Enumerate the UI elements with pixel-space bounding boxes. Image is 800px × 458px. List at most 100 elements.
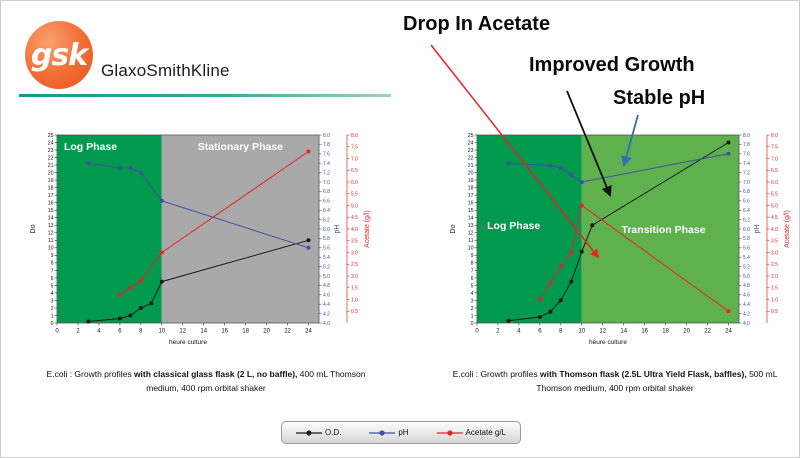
svg-text:14: 14	[468, 216, 474, 222]
svg-text:7.4: 7.4	[323, 161, 330, 167]
svg-text:10: 10	[468, 246, 474, 252]
caption-bold: with Thomson flask (2.5L Ultra Yield Fla…	[539, 369, 747, 379]
svg-text:3.5: 3.5	[351, 239, 358, 245]
svg-text:5.6: 5.6	[743, 246, 750, 252]
svg-text:9: 9	[471, 253, 474, 259]
svg-text:22: 22	[48, 155, 54, 161]
svg-text:24: 24	[725, 329, 732, 335]
svg-text:16: 16	[468, 201, 474, 207]
svg-text:18: 18	[48, 186, 54, 192]
svg-text:7.5: 7.5	[351, 145, 358, 151]
svg-text:23: 23	[468, 148, 474, 154]
svg-text:8: 8	[559, 329, 563, 335]
caption-thomson-flask: E.coli : Growth profiles with Thomson fl…	[443, 367, 787, 395]
caption-prefix: E.coli : Growth profiles	[452, 369, 540, 379]
brand-name: GlaxoSmithKline	[101, 61, 230, 80]
svg-text:22: 22	[284, 329, 291, 335]
svg-text:7.6: 7.6	[323, 152, 330, 158]
svg-text:8: 8	[51, 261, 54, 267]
svg-text:4.2: 4.2	[743, 311, 750, 317]
svg-text:1.5: 1.5	[351, 286, 358, 292]
svg-text:0: 0	[471, 321, 474, 327]
svg-text:5.5: 5.5	[351, 192, 358, 198]
phase-region	[161, 135, 319, 323]
svg-text:6.4: 6.4	[323, 208, 330, 214]
svg-text:5: 5	[471, 283, 474, 289]
svg-text:4.0: 4.0	[743, 321, 750, 327]
svg-text:25: 25	[48, 133, 54, 139]
svg-text:7.5: 7.5	[771, 145, 778, 151]
caption-prefix: E.coli : Growth profiles	[46, 369, 134, 379]
svg-text:7.6: 7.6	[743, 152, 750, 158]
svg-text:12: 12	[48, 231, 54, 237]
svg-text:6.0: 6.0	[351, 180, 358, 186]
svg-text:8.0: 8.0	[323, 133, 330, 139]
svg-text:7.4: 7.4	[743, 161, 750, 167]
svg-text:24: 24	[305, 329, 312, 335]
svg-text:6: 6	[538, 329, 542, 335]
svg-text:4.0: 4.0	[323, 321, 330, 327]
svg-text:8.0: 8.0	[743, 133, 750, 139]
svg-text:6.0: 6.0	[323, 227, 330, 233]
svg-text:4.5: 4.5	[351, 215, 358, 221]
svg-text:15: 15	[468, 208, 474, 214]
svg-text:20: 20	[683, 329, 690, 335]
svg-text:3: 3	[471, 298, 474, 304]
svg-text:6: 6	[471, 276, 474, 282]
phase-region	[57, 135, 162, 323]
phase-label: Transition Phase	[622, 224, 706, 236]
svg-text:1.0: 1.0	[771, 297, 778, 303]
svg-text:2.5: 2.5	[351, 262, 358, 268]
svg-text:2.5: 2.5	[771, 262, 778, 268]
svg-text:15: 15	[48, 208, 54, 214]
legend-marker-icon	[436, 429, 463, 436]
od-axis-label: Do	[450, 224, 457, 233]
svg-text:4.8: 4.8	[743, 283, 750, 289]
svg-text:18: 18	[242, 329, 249, 335]
svg-text:2.0: 2.0	[771, 274, 778, 280]
svg-text:19: 19	[48, 178, 54, 184]
x-axis-label: heure culture	[169, 339, 207, 346]
svg-text:5.6: 5.6	[323, 246, 330, 252]
svg-text:5.0: 5.0	[771, 203, 778, 209]
svg-text:13: 13	[468, 223, 474, 229]
svg-text:16: 16	[641, 329, 648, 335]
svg-text:19: 19	[468, 178, 474, 184]
svg-text:6.4: 6.4	[743, 208, 750, 214]
svg-text:6: 6	[118, 329, 122, 335]
caption-suffix: 400 mL Thomson medium, 400 rpm orbital s…	[146, 369, 366, 394]
growth-chart-thomson-flask: Log Phase Transition Phase012345678910111…	[450, 133, 791, 346]
svg-text:7: 7	[51, 268, 54, 274]
phase-label: Log Phase	[487, 220, 540, 232]
svg-text:1: 1	[51, 313, 54, 319]
svg-text:4.4: 4.4	[323, 302, 330, 308]
svg-text:5.4: 5.4	[323, 255, 330, 261]
svg-text:8: 8	[139, 329, 143, 335]
svg-text:5.2: 5.2	[743, 264, 750, 270]
svg-text:4.6: 4.6	[323, 293, 330, 299]
svg-text:10: 10	[48, 246, 54, 252]
legend-item: pH	[369, 428, 409, 437]
svg-text:3.5: 3.5	[771, 239, 778, 245]
svg-text:5.5: 5.5	[771, 192, 778, 198]
svg-text:6.5: 6.5	[351, 168, 358, 174]
legend-marker-icon	[369, 429, 396, 436]
svg-text:17: 17	[468, 193, 474, 199]
svg-text:20: 20	[48, 171, 54, 177]
acetate-axis-label: Acetate (g/l)	[784, 210, 791, 248]
svg-text:2: 2	[51, 306, 54, 312]
svg-text:7.0: 7.0	[743, 180, 750, 186]
svg-text:5.0: 5.0	[323, 274, 330, 280]
svg-text:3.0: 3.0	[771, 250, 778, 256]
phase-label: Stationary Phase	[198, 141, 283, 153]
svg-text:11: 11	[468, 238, 473, 244]
svg-text:23: 23	[48, 148, 54, 154]
svg-text:1: 1	[471, 313, 474, 319]
svg-text:18: 18	[662, 329, 669, 335]
svg-text:2.0: 2.0	[351, 274, 358, 280]
svg-text:4: 4	[517, 329, 521, 335]
svg-text:0: 0	[55, 329, 59, 335]
svg-text:20: 20	[263, 329, 270, 335]
svg-text:1.5: 1.5	[771, 286, 778, 292]
svg-text:6.2: 6.2	[323, 217, 330, 223]
